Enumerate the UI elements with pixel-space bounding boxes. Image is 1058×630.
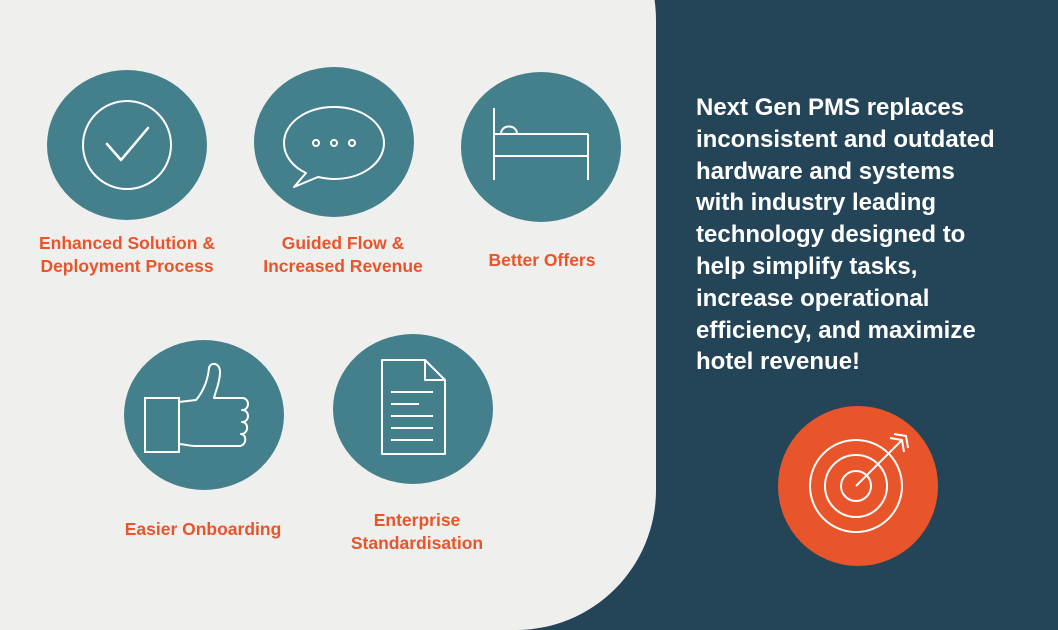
description-text: Next Gen PMS replaces inconsistent and o… — [696, 94, 995, 376]
feature-label-enhanced-solution: Enhanced Solution & Deployment Process — [39, 233, 215, 276]
thumbs-up-icon — [124, 340, 284, 490]
bed-icon — [461, 72, 621, 222]
document-icon — [333, 334, 493, 484]
target-arrow-icon — [778, 406, 938, 566]
feature-label-better-offers: Better Offers — [488, 250, 596, 270]
feature-label-enterprise-standardisation: Enterprise Standardisation — [350, 510, 484, 553]
chat-bubble-icon — [254, 67, 414, 217]
feature-label-easier-onboarding: Easier Onboarding — [124, 519, 282, 539]
check-circle-icon — [47, 70, 207, 220]
feature-label-guided-flow: Guided Flow & Increased Revenue — [263, 233, 423, 276]
